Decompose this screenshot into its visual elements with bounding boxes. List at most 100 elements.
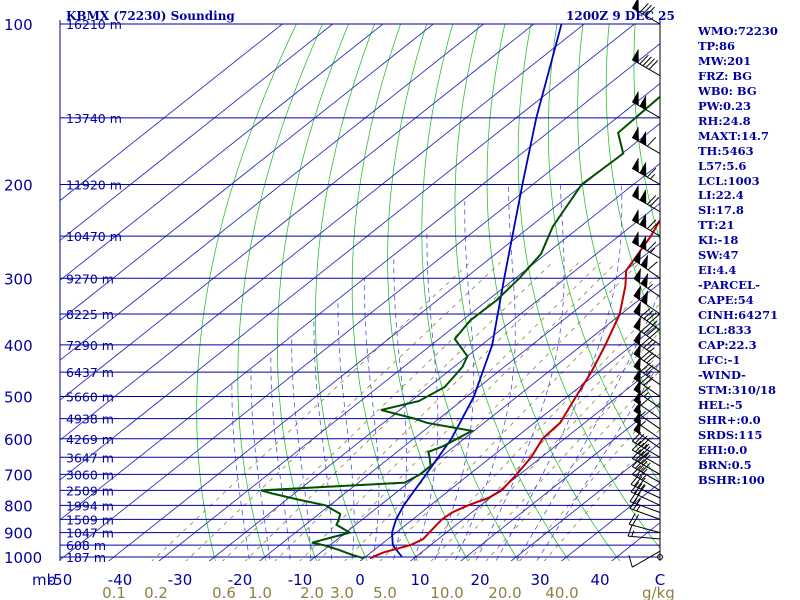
wind-barb-full (640, 308, 651, 317)
stat-line: LCL:833 (698, 323, 752, 338)
wind-barb-full (649, 329, 660, 339)
wind-barb-full (635, 450, 645, 461)
isotherm-line (359, 322, 660, 561)
dewpoint-trace (260, 95, 660, 560)
wind-barb (633, 389, 661, 420)
stat-line: TP:86 (698, 38, 736, 53)
isotherm-line (60, 24, 636, 481)
wind-barb (633, 355, 661, 386)
wind-barb-pennant (639, 94, 647, 111)
wind-barb-pennant (633, 267, 641, 284)
wind-barbs (627, 0, 663, 568)
height-label: 8225 m (66, 307, 114, 322)
wind-barb-full (640, 350, 651, 360)
wind-barb-full (643, 325, 654, 334)
height-label: 16210 m (66, 17, 122, 32)
wind-barb-full (642, 56, 652, 67)
stat-line: SRDS:115 (698, 427, 763, 442)
wind-barb (631, 90, 661, 119)
dry-adiabat (237, 24, 323, 561)
wind-barb-pennant (631, 230, 639, 247)
wind-barb-staff (630, 484, 661, 499)
wind-barb-pennant (639, 213, 647, 229)
wind-barb-full (643, 339, 654, 348)
isotherm-line (60, 24, 435, 321)
wind-barb-half (647, 283, 653, 289)
wind-barb-pennant (639, 130, 647, 146)
wind-barb-pennant (633, 378, 641, 395)
mixing-ratio-line (413, 302, 660, 561)
pressure-tick-label: 900 (4, 525, 33, 543)
wind-barb-full (643, 310, 654, 320)
stat-line: SW:47 (698, 248, 739, 263)
wind-barb-pennant (639, 235, 647, 251)
stat-line: MW:201 (698, 53, 752, 68)
pressure-tick-label: 800 (4, 497, 33, 515)
mixing-ratio-line (344, 262, 641, 561)
height-label: 5660 m (66, 390, 114, 405)
stat-line: CINH:64271 (698, 308, 779, 323)
dry-adiabat (577, 24, 660, 415)
stat-line: BRN:0.5 (698, 457, 752, 472)
mixing-ratio-tick-label: 2.0 (300, 584, 324, 600)
wind-barb-full (643, 352, 654, 362)
stat-line: TH:5463 (698, 143, 754, 158)
stat-line: STM:310/18 (698, 382, 777, 397)
mixing-ratio-tick-label: 5.0 (373, 584, 397, 600)
wind-barb-full (641, 437, 651, 448)
wind-barb (633, 267, 661, 298)
height-label: 13740 m (66, 111, 122, 126)
height-label: 10470 m (66, 229, 122, 244)
temperature-tick-label: -20 (228, 571, 253, 589)
isotherm-line (60, 24, 585, 441)
wind-barb-full (638, 468, 648, 479)
stat-line: CAP:22.3 (698, 338, 757, 353)
moist-adiabat (495, 184, 623, 561)
height-label: 4269 m (66, 432, 114, 447)
wind-barb-staff (632, 449, 661, 467)
wind-barb (631, 465, 661, 491)
wind-barb-full (646, 219, 657, 230)
temperature-tick-label: 0 (355, 571, 365, 589)
wind-barb-pennant (631, 48, 639, 64)
stat-line: EI:4.4 (698, 263, 737, 278)
isotherm-line (158, 162, 660, 561)
stat-line: LCL:1003 (698, 173, 760, 188)
dry-adiabat (605, 24, 660, 337)
wind-barb-half (650, 174, 656, 180)
isotherm-line (258, 242, 660, 561)
pressure-tick-label: 300 (4, 270, 33, 288)
height-label: 608 m (66, 538, 106, 553)
wind-barb-staff (632, 466, 661, 483)
stat-line: FRZ: BG (698, 68, 753, 83)
wind-barb-full (638, 444, 648, 454)
wind-barb-half (640, 483, 646, 490)
wind-barb-full (637, 477, 646, 488)
moist-adiabat (231, 384, 250, 561)
wind-barb (631, 126, 661, 154)
wind-barb-full (640, 396, 651, 406)
wind-barb-half (631, 530, 635, 537)
mixing-ratio-tick-label: 0.6 (212, 584, 236, 600)
dry-adiabat (196, 24, 297, 561)
wind-barb-full (629, 490, 638, 502)
wind-barb (630, 481, 661, 506)
mixing-ratio-tick-label: 3.0 (330, 584, 354, 600)
temperature-tick-label: C (655, 571, 665, 589)
wind-barb-pennant (633, 343, 641, 359)
wind-barb (631, 0, 661, 25)
wind-barb-pennant (639, 161, 647, 177)
stat-line: BSHR:100 (698, 472, 765, 487)
wind-barb-full (640, 385, 651, 395)
height-label: 1994 m (66, 498, 114, 513)
wind-barb (633, 329, 661, 360)
wind-barb-full (641, 454, 651, 465)
mixing-ratio-line (299, 262, 601, 561)
pressure-unit-label: mb (32, 571, 56, 589)
stat-line: MAXT:14.7 (698, 128, 769, 143)
wind-barb-half (640, 411, 646, 416)
wind-barb-full (640, 337, 651, 346)
dry-adiabat (517, 24, 660, 549)
wind-barb-half (636, 498, 641, 505)
